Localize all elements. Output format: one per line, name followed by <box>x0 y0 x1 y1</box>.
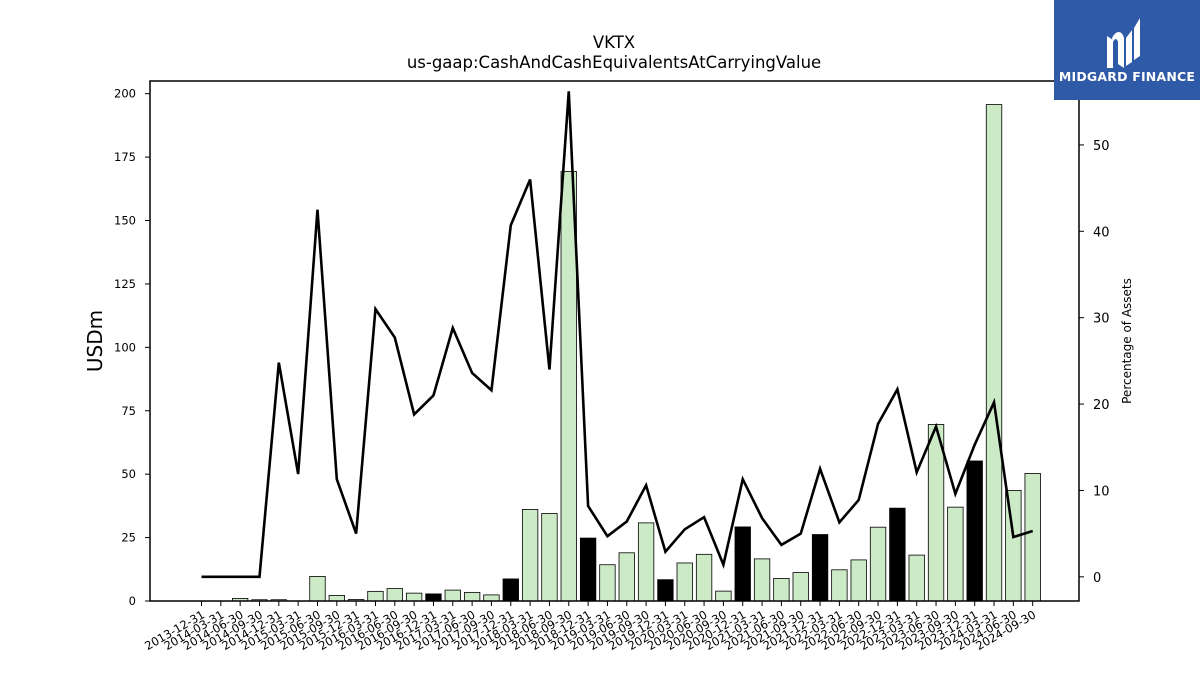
bar <box>386 588 403 602</box>
bar <box>367 590 384 602</box>
bar <box>869 526 887 602</box>
bar <box>425 593 442 602</box>
bar <box>753 558 771 602</box>
bar <box>792 572 809 602</box>
y-tick-label: 0 <box>129 594 136 608</box>
y-tick-label: 175 <box>114 150 136 164</box>
bar <box>328 595 345 602</box>
series-line <box>201 91 1034 579</box>
bar <box>811 534 829 602</box>
y-tick-label: 200 <box>114 87 136 101</box>
bar <box>773 578 790 602</box>
bar <box>695 553 713 602</box>
plot-frame <box>149 80 1080 602</box>
bar <box>908 554 925 602</box>
brand-name: MIDGARD FINANCE <box>1058 69 1196 84</box>
chart-title: VKTX <box>593 33 635 52</box>
y-tick-label: 150 <box>114 214 136 228</box>
y-tick-label: 50 <box>121 467 136 481</box>
brand-logo: MIDGARD FINANCE <box>1054 0 1200 100</box>
y2-tick-label: 40 <box>1093 225 1110 240</box>
y2-axis-label: Percentage of Assets <box>1120 278 1134 404</box>
y2-tick-label: 0 <box>1093 571 1101 586</box>
bar <box>889 507 906 602</box>
bar <box>715 590 732 602</box>
bar <box>483 594 500 602</box>
bar <box>560 171 577 602</box>
bar <box>850 559 867 602</box>
bar <box>947 506 964 602</box>
bar <box>599 564 616 602</box>
y2-tick-label: 20 <box>1093 398 1110 413</box>
y-axis-label: USDm <box>83 310 107 372</box>
bar <box>502 578 519 602</box>
midgard-logo-icon <box>1107 18 1140 68</box>
y-tick-label: 75 <box>121 404 136 418</box>
bar <box>541 513 558 602</box>
bar <box>831 569 848 602</box>
bar <box>463 591 481 602</box>
bar <box>618 552 635 602</box>
bar <box>444 589 461 602</box>
bar <box>1024 473 1041 602</box>
bar <box>657 579 674 602</box>
bar <box>579 537 597 602</box>
bar <box>985 104 1003 602</box>
y-tick-label: 100 <box>114 340 136 354</box>
bar <box>405 592 423 602</box>
y2-tick-label: 50 <box>1093 139 1110 154</box>
y-tick-label: 25 <box>121 531 136 545</box>
bar <box>676 562 693 602</box>
bar <box>734 526 751 602</box>
bar <box>927 424 945 602</box>
chart-subtitle: us-gaap:CashAndCashEquivalentsAtCarrying… <box>407 53 821 72</box>
bar <box>966 460 983 602</box>
bar <box>521 509 539 602</box>
y2-tick-label: 10 <box>1093 484 1110 499</box>
bar <box>309 576 326 602</box>
y2-tick-label: 30 <box>1093 312 1110 327</box>
y-tick-label: 125 <box>114 277 136 291</box>
bar <box>637 522 655 602</box>
